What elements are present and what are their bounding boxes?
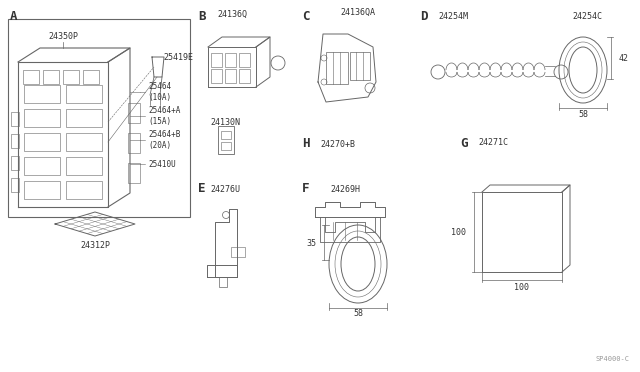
Text: 100: 100 bbox=[515, 282, 529, 292]
Bar bbox=[11, 178, 19, 192]
Bar bbox=[239, 53, 250, 67]
Bar bbox=[66, 181, 102, 199]
Bar bbox=[128, 103, 140, 123]
Text: H: H bbox=[302, 137, 310, 150]
Text: 25464+B
(20A): 25464+B (20A) bbox=[148, 130, 180, 150]
Bar bbox=[66, 133, 102, 151]
Bar bbox=[24, 157, 60, 175]
Text: 24254C: 24254C bbox=[572, 12, 602, 20]
Text: 25410U: 25410U bbox=[148, 160, 176, 169]
Text: A: A bbox=[10, 10, 17, 23]
Text: G: G bbox=[460, 137, 467, 150]
Bar bbox=[24, 181, 60, 199]
Bar bbox=[239, 69, 250, 83]
Text: 24276U: 24276U bbox=[210, 185, 240, 193]
Text: 24271C: 24271C bbox=[478, 138, 508, 147]
Text: SP4000-C: SP4000-C bbox=[596, 356, 630, 362]
Text: 24312P: 24312P bbox=[80, 241, 110, 250]
Text: 24350P: 24350P bbox=[48, 32, 78, 41]
Bar bbox=[211, 53, 222, 67]
Bar bbox=[83, 70, 99, 84]
Bar bbox=[11, 112, 19, 126]
Bar bbox=[23, 70, 39, 84]
Bar bbox=[24, 133, 60, 151]
Bar bbox=[221, 131, 231, 139]
Text: 25464
(10A): 25464 (10A) bbox=[148, 82, 171, 102]
Bar bbox=[63, 70, 79, 84]
Bar bbox=[231, 247, 245, 257]
Bar bbox=[8, 19, 190, 217]
Text: 24270+B: 24270+B bbox=[320, 140, 355, 148]
Bar bbox=[326, 52, 348, 84]
Bar bbox=[11, 156, 19, 170]
Bar bbox=[66, 85, 102, 103]
Bar bbox=[43, 70, 59, 84]
Text: 24254M: 24254M bbox=[438, 12, 468, 20]
Text: 24136Q: 24136Q bbox=[217, 10, 247, 19]
Bar bbox=[24, 109, 60, 127]
Bar bbox=[24, 85, 60, 103]
Text: B: B bbox=[198, 10, 205, 23]
Bar bbox=[225, 69, 236, 83]
Bar bbox=[66, 157, 102, 175]
Text: 100: 100 bbox=[451, 228, 466, 237]
Bar bbox=[221, 142, 231, 150]
Text: 24269H: 24269H bbox=[330, 185, 360, 193]
Text: 24136QA: 24136QA bbox=[340, 7, 375, 16]
Text: F: F bbox=[302, 182, 310, 195]
Text: C: C bbox=[302, 10, 310, 23]
Text: 58: 58 bbox=[353, 310, 363, 318]
Bar bbox=[11, 134, 19, 148]
Text: 35: 35 bbox=[306, 238, 316, 247]
Bar bbox=[218, 126, 234, 154]
Text: D: D bbox=[420, 10, 428, 23]
Text: 58: 58 bbox=[578, 109, 588, 119]
Text: E: E bbox=[198, 182, 205, 195]
Bar bbox=[211, 69, 222, 83]
Bar bbox=[219, 277, 227, 287]
Text: 25419E: 25419E bbox=[163, 52, 193, 61]
Bar bbox=[350, 52, 370, 80]
Text: 24130N: 24130N bbox=[210, 118, 240, 126]
Bar bbox=[128, 133, 140, 153]
Text: 42: 42 bbox=[619, 54, 629, 62]
Bar bbox=[66, 109, 102, 127]
Bar bbox=[128, 163, 140, 183]
Text: 25464+A
(15A): 25464+A (15A) bbox=[148, 106, 180, 126]
Bar bbox=[225, 53, 236, 67]
